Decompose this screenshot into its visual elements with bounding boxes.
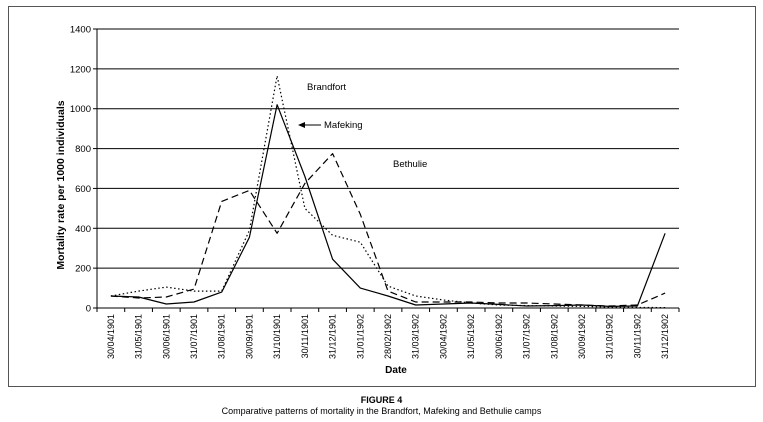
x-tick-label-3: 31/07/1901 bbox=[189, 314, 199, 359]
y-tick-label-600: 600 bbox=[75, 184, 91, 195]
y-tick-label-400: 400 bbox=[75, 224, 91, 235]
figure-caption: Comparative patterns of mortality in the… bbox=[221, 406, 542, 416]
x-tick-label-1: 31/05/1901 bbox=[134, 314, 144, 359]
x-tick-label-0: 30/04/1901 bbox=[106, 314, 116, 359]
annotation-mafeking: Mafeking bbox=[324, 120, 363, 131]
x-tick-label-16: 31/08/1902 bbox=[549, 314, 559, 359]
x-tick-label-6: 31/10/1901 bbox=[272, 314, 282, 359]
y-tick-label-1200: 1200 bbox=[70, 64, 91, 75]
x-tick-label-4: 31/08/1901 bbox=[217, 314, 227, 359]
x-tick-label-15: 31/07/1902 bbox=[522, 314, 532, 359]
x-tick-label-20: 31/12/1902 bbox=[660, 314, 670, 359]
x-tick-label-10: 28/02/1902 bbox=[383, 314, 393, 359]
line-chart: 0 200 400 600 800 1000 1200 1400 30/04/1901 31/0… bbox=[55, 25, 680, 376]
x-tick-label-14: 30/06/1902 bbox=[494, 314, 504, 359]
chart-frame: 0 200 400 600 800 1000 1200 1400 30/04/1901 31/0… bbox=[8, 6, 756, 387]
annotations: Brandfort Mafeking Bethulie bbox=[298, 82, 427, 170]
axes bbox=[93, 28, 680, 312]
mafeking-arrow-head bbox=[298, 122, 305, 128]
y-tick-labels: 0 200 400 600 800 1000 1200 1400 bbox=[70, 25, 91, 315]
y-tick-label-1400: 1400 bbox=[70, 25, 91, 36]
x-tick-label-8: 31/12/1901 bbox=[328, 314, 338, 359]
series-line-bethulie bbox=[110, 153, 666, 307]
x-tick-label-18: 31/10/1902 bbox=[605, 314, 615, 359]
x-tick-label-7: 30/11/1901 bbox=[300, 314, 310, 358]
annotation-bethulie: Bethulie bbox=[393, 159, 427, 170]
x-tick-label-13: 31/05/1902 bbox=[466, 314, 476, 359]
y-tick-label-0: 0 bbox=[86, 304, 91, 315]
series-lines bbox=[110, 75, 666, 309]
x-tick-label-9: 31/01/1902 bbox=[355, 314, 365, 359]
x-tick-label-11: 31/03/1902 bbox=[411, 314, 421, 359]
y-axis-label: Mortality rate per 1000 individuals bbox=[55, 100, 67, 269]
grid-lines bbox=[97, 28, 679, 269]
x-axis-label: Date bbox=[385, 365, 407, 376]
series-line-mafeking bbox=[110, 104, 666, 307]
y-tick-label-200: 200 bbox=[75, 264, 91, 275]
y-tick-label-800: 800 bbox=[75, 144, 91, 155]
y-tick-label-1000: 1000 bbox=[70, 104, 91, 115]
x-tick-label-5: 30/09/1901 bbox=[244, 314, 254, 359]
x-tick-label-19: 30/11/1902 bbox=[632, 314, 642, 358]
figure-number: FIGURE 4 bbox=[360, 395, 403, 405]
x-tick-label-2: 30/06/1901 bbox=[161, 314, 171, 359]
x-tick-label-12: 30/04/1902 bbox=[438, 314, 448, 359]
x-tick-labels: 30/04/1901 31/05/1901 30/06/1901 31/07/1901… bbox=[106, 314, 670, 359]
x-tick-label-17: 30/09/1902 bbox=[577, 314, 587, 359]
series-line-brandfort bbox=[110, 75, 666, 309]
annotation-brandfort: Brandfort bbox=[307, 82, 346, 93]
